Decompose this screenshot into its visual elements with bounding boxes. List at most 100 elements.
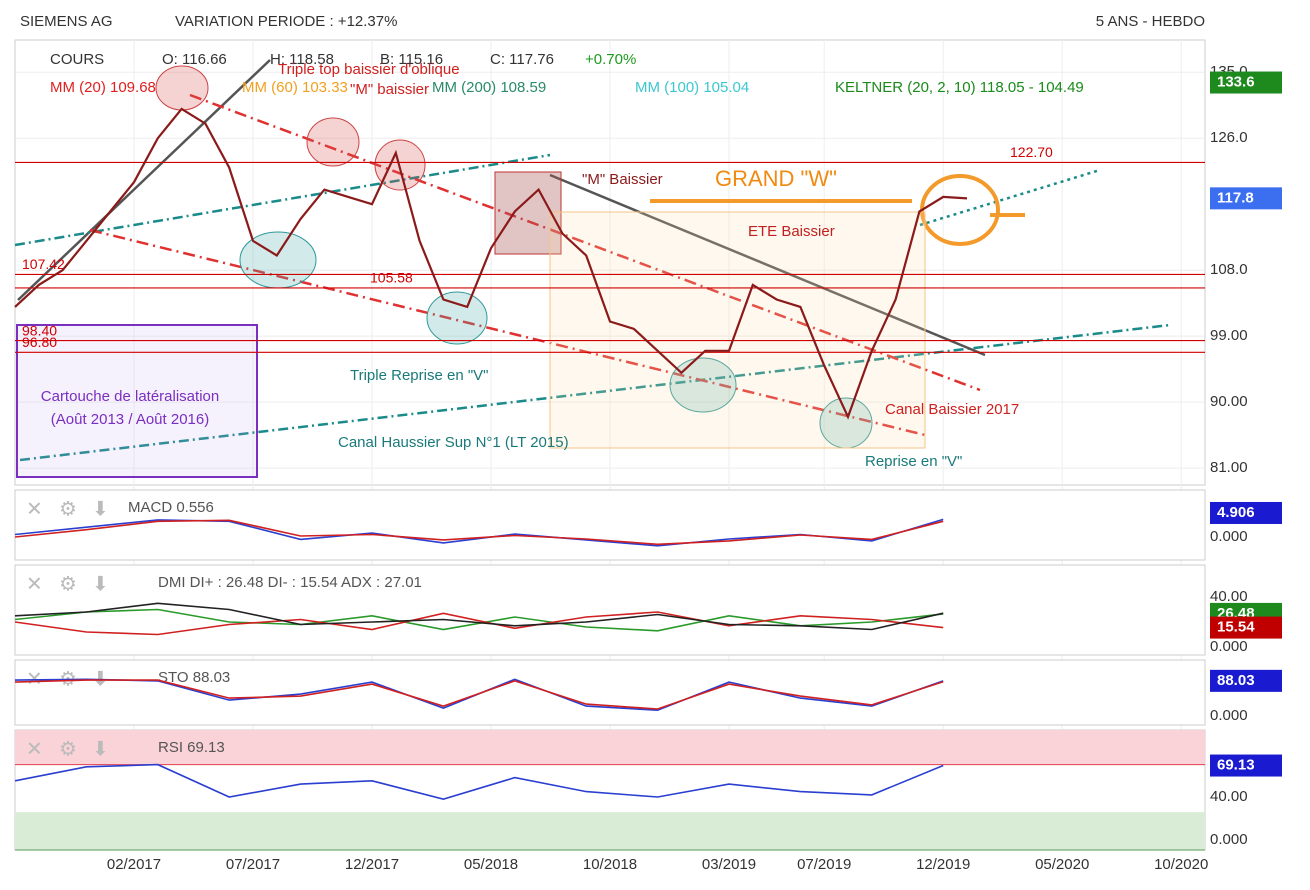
legend-item: MM (100) 105.04: [635, 79, 749, 96]
legend-item: +0.70%: [585, 51, 636, 68]
value-badge: [1210, 669, 1282, 692]
legend-item: KELTNER (20, 2, 10) 118.05 - 104.49: [835, 79, 1084, 96]
x-tick-label: 10/2020: [1154, 856, 1208, 873]
annotations: Triple top baissier d'oblique "M" baissi…: [41, 61, 1019, 470]
panel-icon: ⚙: [59, 738, 77, 760]
circle: [426, 291, 488, 345]
trend-line: [19, 323, 1171, 462]
annotation: ETE Baissier: [748, 223, 835, 240]
legend-item: C: 117.76: [490, 51, 554, 68]
series-line: [14, 602, 944, 631]
value-badge-label: 69.13: [1217, 757, 1255, 774]
series-line: [14, 763, 944, 801]
y-tick-label: 40.00: [1210, 588, 1248, 605]
series-line: [14, 519, 944, 546]
annotation: Triple Reprise en "V": [350, 367, 488, 384]
circle: [669, 357, 737, 413]
annotation: Canal Haussier Sup N°1 (LT 2015): [338, 434, 569, 451]
annotation: Reprise en "V": [865, 453, 962, 470]
panel-icon: ⬇: [92, 573, 109, 595]
y-tick-label: 40.00: [1210, 788, 1248, 805]
stock-name: SIEMENS AG: [20, 13, 113, 30]
legend-item: B: 115.16: [380, 51, 443, 68]
y-tick-label: 81.00: [1210, 459, 1248, 476]
variation: VARIATION PERIODE : +12.37%: [175, 13, 397, 30]
panel: [14, 489, 1206, 561]
y-tick-label: 108.0: [1210, 261, 1248, 278]
y-tick-label: 0.000: [1210, 831, 1248, 848]
y-tick-label: 0.000: [1210, 528, 1248, 545]
x-tick-label: 07/2017: [226, 856, 280, 873]
panel-title: RSI 69.13: [158, 739, 225, 756]
panel-icon: ⚙: [59, 573, 77, 595]
y-tick-label: 126.0: [1210, 129, 1248, 146]
value-badge: [1210, 71, 1282, 94]
circle: [155, 65, 209, 111]
legend-item: MM (200) 108.59: [432, 79, 546, 96]
value-badge-label: 117.8: [1217, 189, 1254, 206]
panel-title: DMI DI+ : 26.48 DI- : 15.54 ADX : 27.01: [158, 574, 422, 591]
x-tick-label: 05/2018: [464, 856, 518, 873]
panel-title: STO 88.03: [158, 669, 230, 686]
y-tick-label: 0.000: [1210, 707, 1248, 724]
annotation: Cartouche de latéralisation: [41, 388, 219, 405]
level-label: 107.42: [22, 256, 65, 272]
panel-icon: ✕: [26, 573, 43, 595]
legend-item: H: 118.58: [270, 51, 334, 68]
value-badge-label: 15.54: [1217, 619, 1255, 636]
annotation: "M" baissier: [350, 81, 429, 98]
trend-line: [549, 173, 986, 357]
panel-icon: ✕: [26, 738, 43, 760]
x-tick-label: 10/2018: [583, 856, 637, 873]
legend-item: COURS: [50, 51, 104, 68]
x-tick-label: 07/2019: [797, 856, 851, 873]
zone: [15, 812, 1205, 850]
circle: [239, 231, 317, 289]
y-tick-label: 90.00: [1210, 393, 1248, 410]
x-tick-label: 05/2020: [1035, 856, 1089, 873]
panel-icon: ⬇: [92, 738, 109, 760]
annotation: Canal Baissier 2017: [885, 401, 1019, 418]
zone: [15, 730, 1205, 765]
y-tick-label: 99.00: [1210, 327, 1248, 344]
legend-item: MM (60) 103.33: [242, 79, 348, 96]
level-label: 98.40: [22, 322, 57, 338]
series-line: [14, 679, 944, 710]
x-tick-label: 03/2019: [702, 856, 756, 873]
trend-line: [17, 59, 271, 301]
legend: COURS O: 116.66 H: 118.58 B: 115.16 C: 1…: [50, 51, 1084, 96]
x-tick-label: 12/2017: [345, 856, 399, 873]
circle: [306, 117, 360, 167]
panel-icon: ⚙: [59, 498, 77, 520]
value-badge: [1210, 616, 1282, 639]
y-tick-label: 0.000: [1210, 638, 1248, 655]
panel-title: MACD 0.556: [128, 499, 214, 516]
annotation: (Août 2013 / Août 2016): [51, 411, 209, 428]
series-line: [14, 611, 944, 636]
panel-icon: ⬇: [92, 498, 109, 520]
value-badge: [1210, 501, 1282, 524]
level-label: 96.80: [22, 334, 57, 350]
panel-icon: ✕: [26, 498, 43, 520]
level-label: 105.58: [370, 270, 413, 286]
value-badge-label: 133.6: [1217, 73, 1255, 90]
level-label: 122.70: [1010, 144, 1053, 160]
annotation: GRAND "W": [715, 166, 837, 191]
period: 5 ANS - HEBDO: [1096, 13, 1205, 30]
legend-item: O: 116.66: [162, 51, 227, 68]
x-tick-label: 12/2019: [916, 856, 970, 873]
panel: [14, 659, 1206, 726]
value-badge: [1210, 754, 1282, 777]
series-line: [14, 107, 968, 420]
trend-line: [919, 168, 1101, 227]
panel: [14, 564, 1206, 656]
value-badge-label: 4.906: [1217, 504, 1255, 521]
x-tick-label: 02/2017: [107, 856, 161, 873]
value-badge-label: 88.03: [1217, 672, 1255, 689]
value-badge: [1210, 187, 1282, 210]
annotation: Triple top baissier d'oblique: [278, 61, 460, 78]
legend-item: MM (20) 109.68: [50, 79, 156, 96]
box: [16, 324, 258, 478]
annotation: "M" Baissier: [582, 171, 663, 188]
